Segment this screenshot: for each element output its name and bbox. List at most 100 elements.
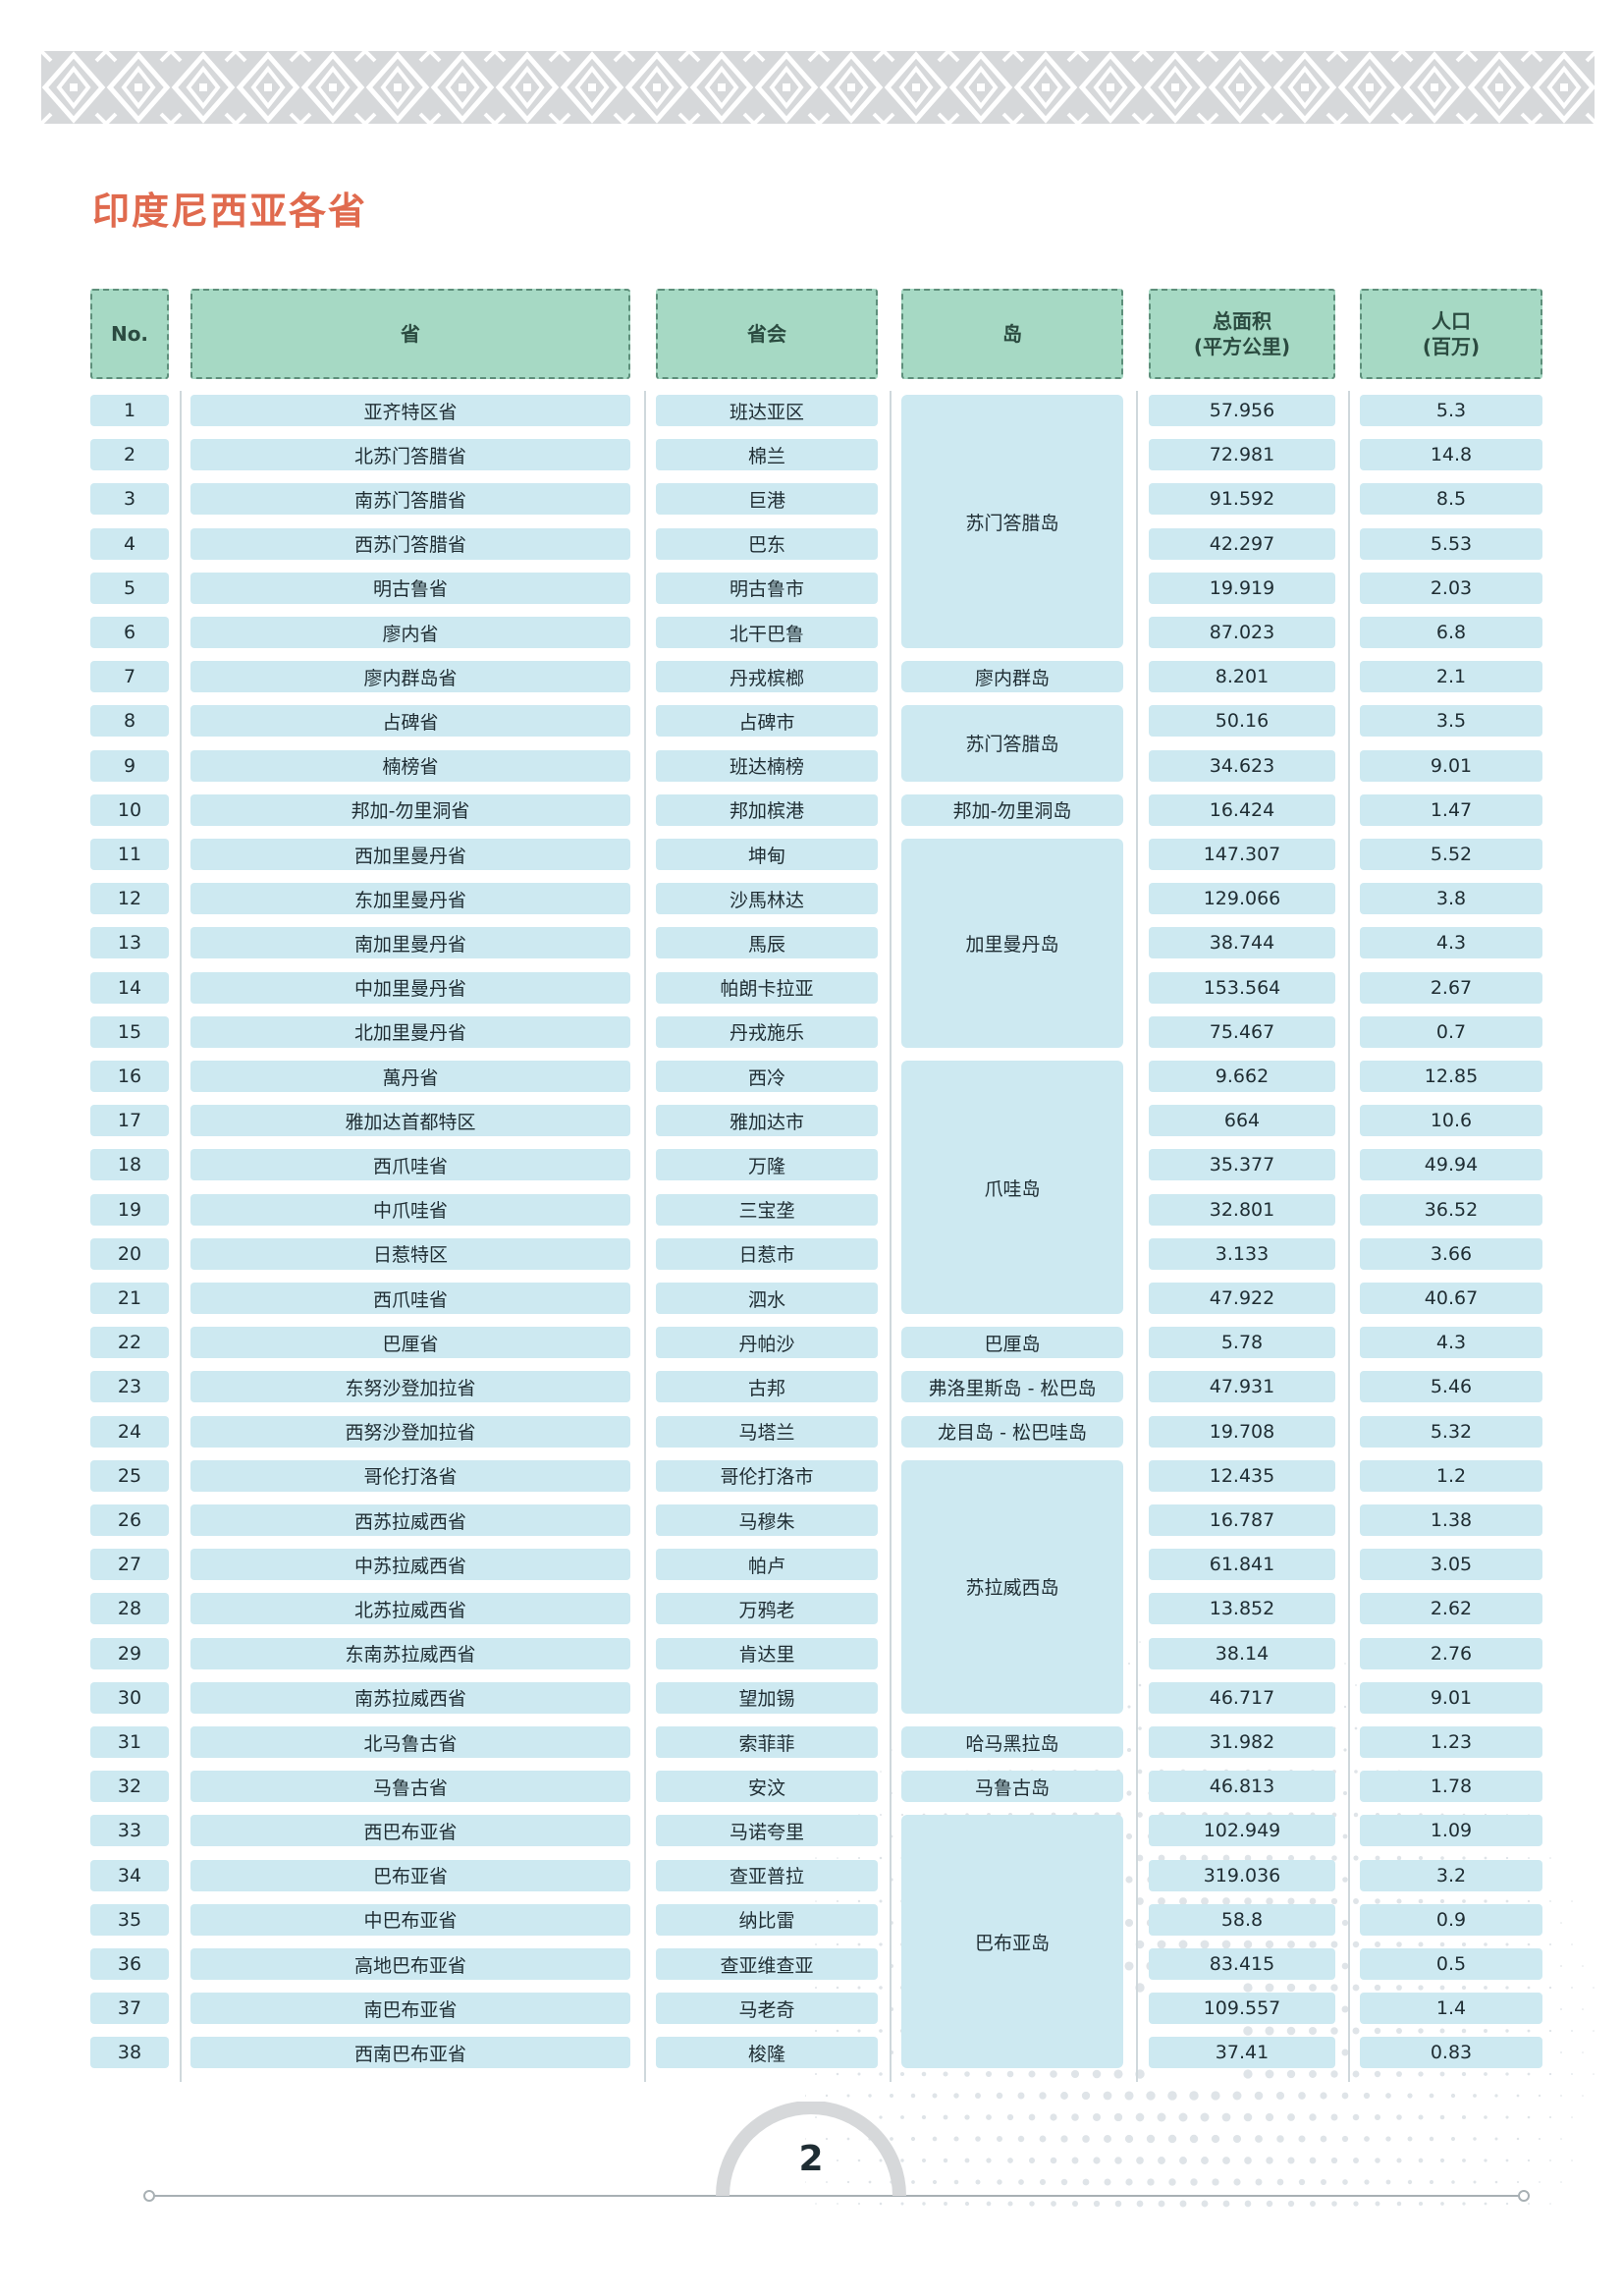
no-cell: 6 (90, 617, 169, 648)
header-area: 总面积 (平方公里) (1149, 289, 1335, 379)
population-cell: 2.1 (1360, 661, 1542, 693)
column-divider (1348, 391, 1350, 2082)
province-cell: 巴厘省 (190, 1327, 630, 1359)
capital-cell: 坤甸 (656, 839, 878, 870)
province-cell: 占碑省 (190, 705, 630, 738)
province-cell: 巴布亚省 (190, 1859, 630, 1891)
no-cell: 16 (90, 1061, 169, 1092)
population-cell: 0.83 (1360, 2037, 1542, 2069)
province-cell: 雅加达首都特区 (190, 1105, 630, 1137)
province-cell: 北马鲁古省 (190, 1726, 630, 1758)
decorative-pattern-banner (41, 51, 1595, 124)
province-cell: 东努沙登加拉省 (190, 1371, 630, 1403)
province-cell: 南苏门答腊省 (190, 483, 630, 516)
population-cell: 2.62 (1360, 1593, 1542, 1625)
area-cell: 57.956 (1149, 395, 1335, 426)
no-cell: 32 (90, 1771, 169, 1803)
province-cell: 北加里曼丹省 (190, 1015, 630, 1048)
no-cell: 23 (90, 1371, 169, 1403)
province-cell: 廖内群岛省 (190, 661, 630, 693)
area-cell: 8.201 (1149, 661, 1335, 693)
capital-cell: 丹帕沙 (656, 1327, 878, 1359)
no-cell: 2 (90, 439, 169, 471)
population-cell: 1.38 (1360, 1504, 1542, 1536)
no-cell: 9 (90, 749, 169, 782)
population-cell: 2.03 (1360, 572, 1542, 604)
population-cell: 3.8 (1360, 883, 1542, 915)
no-cell: 29 (90, 1637, 169, 1669)
no-cell: 13 (90, 927, 169, 959)
island-cell: 苏门答腊岛 (901, 395, 1123, 648)
population-cell: 8.5 (1360, 483, 1542, 516)
province-cell: 邦加-勿里洞省 (190, 793, 630, 826)
capital-cell: 邦加槟港 (656, 793, 878, 826)
capital-cell: 棉兰 (656, 439, 878, 471)
no-cell: 36 (90, 1948, 169, 1980)
population-cell: 4.3 (1360, 927, 1542, 959)
area-cell: 153.564 (1149, 971, 1335, 1004)
capital-cell: 北干巴鲁 (656, 617, 878, 648)
population-cell: 0.9 (1360, 1903, 1542, 1936)
column-divider (890, 391, 892, 2082)
no-cell: 8 (90, 705, 169, 738)
column-divider (1136, 391, 1138, 2082)
province-cell: 明古鲁省 (190, 572, 630, 604)
capital-cell: 查亚普拉 (656, 1859, 878, 1891)
area-cell: 72.981 (1149, 439, 1335, 471)
population-cell: 10.6 (1360, 1105, 1542, 1137)
island-cell: 弗洛里斯岛 - 松巴岛 (901, 1371, 1123, 1403)
province-cell: 北苏拉威西省 (190, 1593, 630, 1625)
area-cell: 38.14 (1149, 1637, 1335, 1669)
no-cell: 17 (90, 1105, 169, 1137)
capital-cell: 查亚维查亚 (656, 1948, 878, 1980)
no-cell: 5 (90, 572, 169, 604)
no-cell: 7 (90, 661, 169, 693)
area-cell: 129.066 (1149, 883, 1335, 915)
capital-cell: 丹戎槟榔 (656, 661, 878, 693)
capital-cell: 万隆 (656, 1149, 878, 1181)
island-cell: 苏门答腊岛 (901, 705, 1123, 782)
page-title: 印度尼西亚各省 (92, 190, 368, 233)
area-cell: 9.662 (1149, 1061, 1335, 1092)
no-cell: 24 (90, 1415, 169, 1448)
island-cell: 巴厘岛 (901, 1327, 1123, 1359)
no-cell: 4 (90, 527, 169, 560)
column-divider (644, 391, 646, 2082)
capital-cell: 沙馬林达 (656, 883, 878, 915)
area-cell: 35.377 (1149, 1149, 1335, 1181)
capital-cell: 马老奇 (656, 1993, 878, 2025)
province-cell: 西努沙登加拉省 (190, 1415, 630, 1448)
province-cell: 西爪哇省 (190, 1149, 630, 1181)
province-cell: 西苏拉威西省 (190, 1504, 630, 1536)
population-cell: 1.23 (1360, 1726, 1542, 1758)
capital-cell: 丹戎施乐 (656, 1015, 878, 1048)
no-cell: 27 (90, 1549, 169, 1581)
population-cell: 0.5 (1360, 1948, 1542, 1980)
population-cell: 5.32 (1360, 1415, 1542, 1448)
capital-cell: 班达亚区 (656, 395, 878, 426)
no-cell: 11 (90, 839, 169, 870)
province-cell: 楠榜省 (190, 749, 630, 782)
island-cell: 哈马黑拉岛 (901, 1726, 1123, 1758)
population-cell: 4.3 (1360, 1327, 1542, 1359)
province-cell: 中巴布亚省 (190, 1903, 630, 1936)
area-cell: 16.787 (1149, 1504, 1335, 1536)
province-cell: 东南苏拉威西省 (190, 1637, 630, 1669)
population-cell: 12.85 (1360, 1061, 1542, 1092)
area-cell: 13.852 (1149, 1593, 1335, 1625)
province-cell: 西爪哇省 (190, 1283, 630, 1314)
area-cell: 109.557 (1149, 1993, 1335, 2025)
area-cell: 102.949 (1149, 1815, 1335, 1847)
population-cell: 9.01 (1360, 1681, 1542, 1714)
no-cell: 14 (90, 971, 169, 1004)
area-cell: 61.841 (1149, 1549, 1335, 1581)
population-cell: 5.52 (1360, 839, 1542, 870)
area-cell: 46.813 (1149, 1771, 1335, 1803)
population-cell: 9.01 (1360, 749, 1542, 782)
capital-cell: 泗水 (656, 1283, 878, 1314)
capital-cell: 巨港 (656, 483, 878, 516)
no-cell: 33 (90, 1815, 169, 1847)
area-cell: 37.41 (1149, 2037, 1335, 2069)
population-cell: 49.94 (1360, 1149, 1542, 1181)
area-cell: 147.307 (1149, 839, 1335, 870)
